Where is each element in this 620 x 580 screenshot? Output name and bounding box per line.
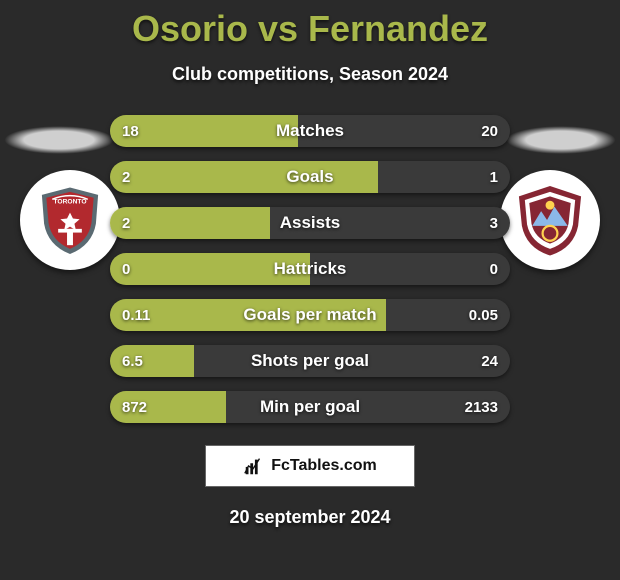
stat-bar-left [110,345,194,377]
stat-row: Assists23 [110,207,510,239]
stat-bar-left [110,299,386,331]
stat-bar-left [110,115,298,147]
player-right-crest [500,170,600,270]
player-left-crest: TORONTO [20,170,120,270]
stat-row: Goals21 [110,161,510,193]
stat-bar-right [310,253,510,285]
svg-text:TORONTO: TORONTO [53,199,86,206]
stat-row: Min per goal8722133 [110,391,510,423]
stat-bar-right [386,299,510,331]
subtitle: Club competitions, Season 2024 [0,64,620,85]
stats-container: Matches1820 Goals21 Assists23 Hattricks00 Go… [0,115,620,423]
stat-row: Shots per goal6.524 [110,345,510,377]
colorado-rapids-icon [513,183,587,257]
stat-bar-right [378,161,510,193]
stat-row: Hattricks00 [110,253,510,285]
stat-row: Goals per match0.110.05 [110,299,510,331]
stat-bar-right [298,115,510,147]
date-text: 20 september 2024 [0,507,620,528]
comparison-card: Osorio vs Fernandez Club competitions, S… [0,0,620,580]
stat-bar-right [194,345,510,377]
stat-bar-left [110,161,378,193]
bar-chart-icon [243,455,265,477]
stat-bar-left [110,391,226,423]
page-title: Osorio vs Fernandez [0,0,620,50]
stat-bar-left [110,207,270,239]
stat-row: Matches1820 [110,115,510,147]
stat-bar-right [270,207,510,239]
brand-badge: FcTables.com [205,445,415,487]
toronto-fc-icon: TORONTO [33,183,107,257]
player-left-halo [4,126,114,154]
stat-bar-left [110,253,310,285]
player-right-halo [506,126,616,154]
brand-text: FcTables.com [271,457,377,475]
stat-bar-right [226,391,510,423]
